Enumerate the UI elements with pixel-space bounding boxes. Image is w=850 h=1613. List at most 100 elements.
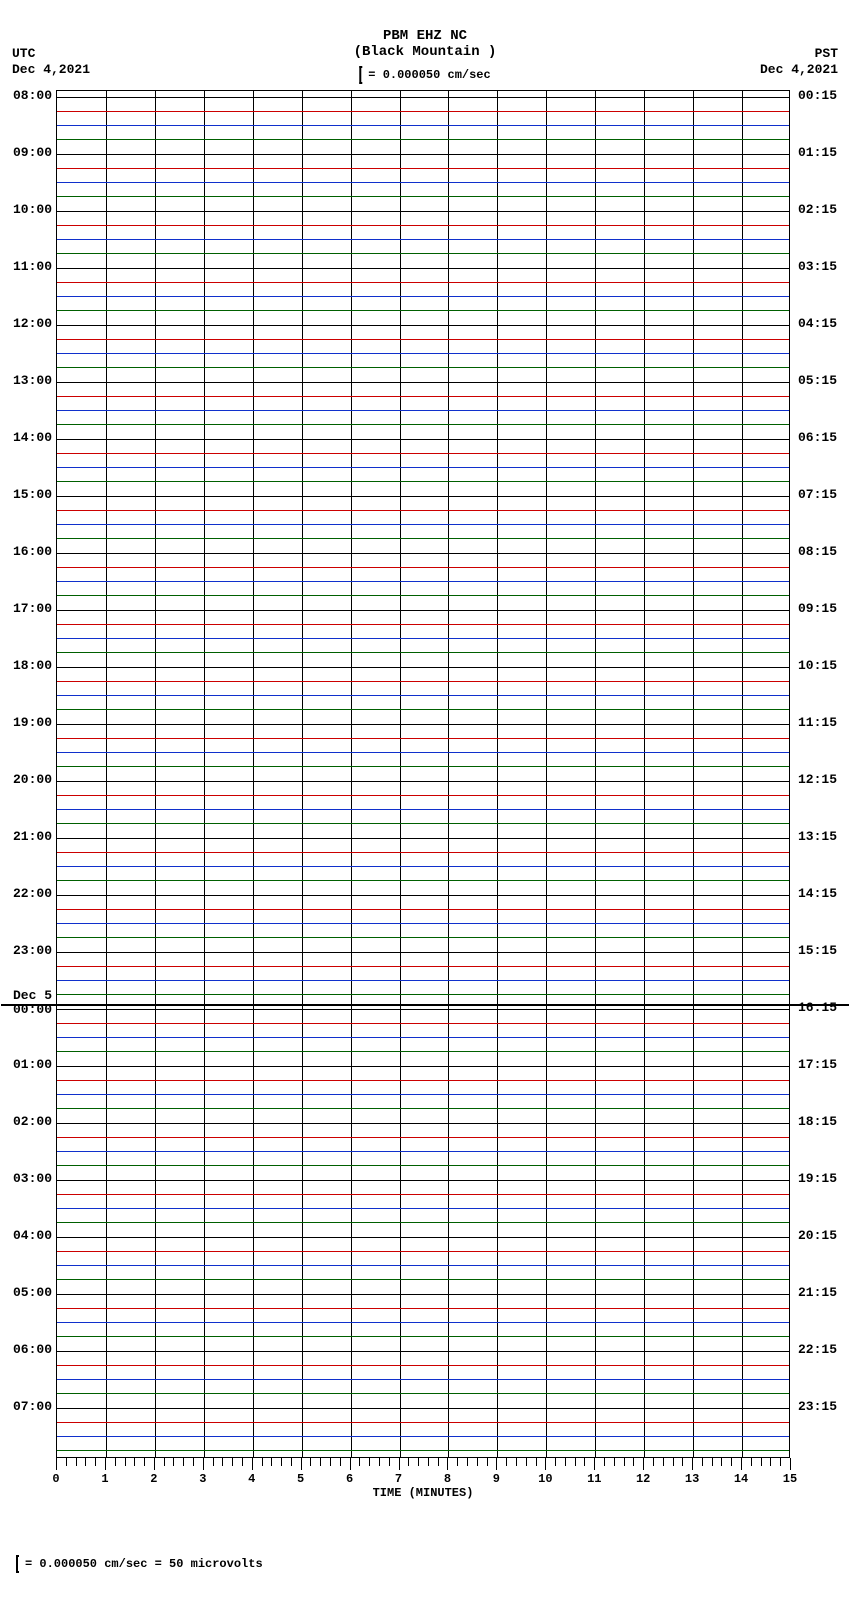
left-hour-label: 08:00 [13,89,52,102]
x-tick-label: 14 [734,1472,748,1486]
x-tick-minor [721,1458,722,1466]
x-tick-minor [428,1458,429,1466]
right-hour-label: 14:15 [798,887,837,900]
seismogram-trace [57,111,789,112]
right-hour-label: 06:15 [798,431,837,444]
seismogram-trace [57,538,789,539]
right-hour-label: 07:15 [798,488,837,501]
left-hour-label: 20:00 [13,773,52,786]
seismogram-trace [57,724,789,725]
right-hour-label: 21:15 [798,1286,837,1299]
x-tick-minor [487,1458,488,1466]
x-tick-minor [389,1458,390,1466]
seismogram-trace [57,396,789,397]
left-hour-label: 02:00 [13,1115,52,1128]
x-tick-major [496,1458,497,1470]
seismogram-trace [57,1123,789,1124]
seismogram-trace [57,752,789,753]
seismogram-trace [57,367,789,368]
x-tick-major [692,1458,693,1470]
x-tick-minor [526,1458,527,1466]
seismogram-trace [57,1137,789,1138]
x-tick-minor [633,1458,634,1466]
seismogram-trace [57,225,789,226]
x-tick-major [741,1458,742,1470]
seismogram-trace [57,339,789,340]
x-tick-minor [624,1458,625,1466]
x-tick-label: 8 [444,1472,451,1486]
x-tick-minor [330,1458,331,1466]
seismogram-trace [57,1265,789,1266]
x-tick-label: 15 [783,1472,797,1486]
x-tick-label: 2 [150,1472,157,1486]
x-tick-major [790,1458,791,1470]
left-hour-label: 16:00 [13,545,52,558]
seismogram-trace [57,296,789,297]
seismogram-trace [57,424,789,425]
x-tick-minor [506,1458,507,1466]
top-left-label: UTC Dec 4,2021 [12,46,90,77]
x-tick-minor [66,1458,67,1466]
seismogram-trace [57,1009,789,1010]
seismogram-trace [57,125,789,126]
x-tick-minor [584,1458,585,1466]
x-tick-major [594,1458,595,1470]
seismogram-trace [57,1422,789,1423]
left-time-axis: 08:0009:0010:0011:0012:0013:0014:0015:00… [0,90,56,1458]
seismogram-trace [57,325,789,326]
midnight-separator [1,1004,849,1006]
seismogram-trace [57,453,789,454]
x-tick-minor [565,1458,566,1466]
left-hour-label: 11:00 [13,260,52,273]
left-hour-label: 10:00 [13,203,52,216]
seismogram-trace [57,253,789,254]
seismogram-trace [57,880,789,881]
x-tick-major [105,1458,106,1470]
seismogram-trace [57,1408,789,1409]
seismogram-trace [57,695,789,696]
seismogram-trace [57,681,789,682]
seismogram-trace [57,1023,789,1024]
right-hour-label: 11:15 [798,716,837,729]
x-tick-minor [761,1458,762,1466]
scale-bar-icon [16,1555,19,1573]
left-hour-label: 13:00 [13,374,52,387]
x-tick-minor [193,1458,194,1466]
x-tick-minor [310,1458,311,1466]
seismogram-trace [57,196,789,197]
left-hour-label: 23:00 [13,944,52,957]
seismogram-trace [57,610,789,611]
left-hour-label: 01:00 [13,1058,52,1071]
seismogram-trace [57,966,789,967]
right-hour-label: 15:15 [798,944,837,957]
seismogram-trace [57,1194,789,1195]
right-hour-label: 08:15 [798,545,837,558]
seismogram-trace [57,994,789,995]
seismogram-trace [57,268,789,269]
x-tick-label: 1 [101,1472,108,1486]
x-tick-minor [359,1458,360,1466]
right-hour-label: 13:15 [798,830,837,843]
seismogram-trace [57,467,789,468]
x-tick-label: 11 [587,1472,601,1486]
x-tick-minor [262,1458,263,1466]
x-tick-minor [477,1458,478,1466]
x-tick-minor [770,1458,771,1466]
x-tick-minor [712,1458,713,1466]
x-tick-label: 0 [52,1472,59,1486]
seismogram-trace [57,895,789,896]
left-hour-label: 12:00 [13,317,52,330]
right-hour-label: 04:15 [798,317,837,330]
x-tick-minor [85,1458,86,1466]
right-hour-label: 09:15 [798,602,837,615]
left-hour-label: 14:00 [13,431,52,444]
x-tick-major [399,1458,400,1470]
x-tick-minor [751,1458,752,1466]
x-axis-title: TIME (MINUTES) [373,1486,474,1500]
x-tick-minor [555,1458,556,1466]
x-tick-minor [173,1458,174,1466]
seismogram-trace [57,595,789,596]
seismogram-trace [57,1322,789,1323]
x-tick-major [56,1458,57,1470]
x-tick-minor [438,1458,439,1466]
